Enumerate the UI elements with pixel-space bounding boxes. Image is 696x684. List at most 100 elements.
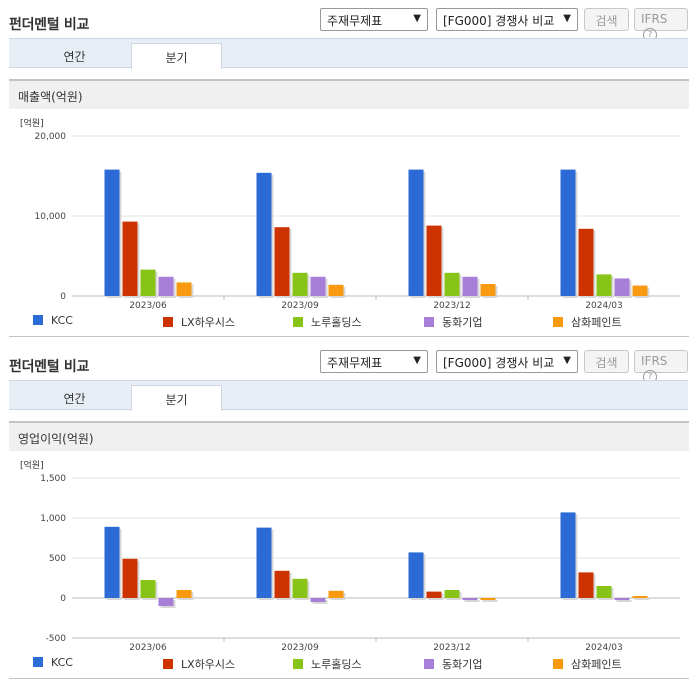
legend-item[interactable]: 삼화페인트 [553, 314, 622, 330]
bar [274, 570, 290, 598]
tab-annual[interactable]: 연간 [29, 43, 120, 69]
legend-label: 삼화페인트 [571, 658, 622, 671]
bar [596, 586, 612, 598]
legend-item[interactable]: 동화기업 [424, 314, 482, 330]
bar [274, 227, 290, 296]
ifrs-label: IFRS [641, 12, 668, 26]
legend-label: KCC [51, 314, 73, 327]
bar [328, 590, 344, 598]
legend-label: 노루홀딩스 [311, 658, 362, 671]
legend-swatch [424, 317, 434, 327]
legend-label: LX하우시스 [181, 658, 236, 671]
legend-item[interactable]: LX하우시스 [163, 656, 235, 672]
x-tick-label: 2024/03 [585, 643, 622, 653]
bar [578, 572, 594, 598]
competitor-select-value: [FG000] 경쟁사 비교 [443, 356, 555, 370]
legend-item[interactable]: KCC [33, 314, 73, 327]
bar [292, 272, 308, 296]
chevron-down-icon: ▼ [563, 355, 571, 366]
bar [292, 578, 308, 598]
legend-item[interactable]: 노루홀딩스 [293, 314, 362, 330]
bar [328, 284, 344, 296]
legend-item[interactable]: LX하우시스 [163, 314, 235, 330]
revenue-chart: [억원] 0 10,000 20,000 2023/06 2023/09 2023/12 20… [20, 117, 680, 311]
statement-select[interactable]: 주재무제표 ▼ [320, 8, 428, 31]
fundamental-panel-revenue: 펀더멘털 비교 주재무제표 ▼ [FG000] 경쟁사 비교 ▼ 검색 IFRS… [0, 0, 696, 337]
operating-profit-chart: [억원] -500 0 500 1,000 1,500 2023/06 2023/09 2023… [20, 459, 680, 653]
tab-quarterly[interactable]: 분기 [131, 43, 222, 69]
bar [104, 169, 120, 296]
ifrs-button[interactable]: IFRS ? [634, 8, 688, 42]
bar [560, 512, 576, 598]
y-tick-label: 20,000 [35, 132, 67, 142]
tab-annual[interactable]: 연간 [29, 385, 120, 411]
bar [104, 526, 120, 598]
chevron-down-icon: ▼ [413, 355, 421, 366]
y-tick-label: 0 [60, 292, 66, 302]
tab-quarterly[interactable]: 분기 [131, 385, 222, 411]
unit-label: [억원] [20, 117, 44, 129]
legend-item[interactable]: 동화기업 [424, 656, 482, 672]
legend-label: 삼화페인트 [571, 316, 622, 329]
panel-title: 펀더멘털 비교 [9, 17, 90, 33]
legend-swatch [33, 657, 43, 667]
x-tick-label: 2023/12 [433, 643, 470, 653]
search-button[interactable]: 검색 [584, 350, 629, 373]
legend-swatch [163, 659, 173, 669]
period-tabs: 연간 분기 [9, 380, 688, 411]
search-button-label: 검색 [595, 356, 618, 370]
ifrs-button[interactable]: IFRS ? [634, 350, 688, 384]
legend-swatch [163, 317, 173, 327]
bar [426, 591, 442, 598]
search-button[interactable]: 검색 [584, 8, 629, 31]
competitor-select[interactable]: [FG000] 경쟁사 비교 ▼ [436, 8, 578, 31]
legend-swatch [33, 315, 43, 325]
bar [176, 590, 192, 598]
chevron-down-icon: ▼ [413, 13, 421, 24]
legend-item[interactable]: KCC [33, 656, 73, 669]
legend-label: 노루홀딩스 [311, 316, 362, 329]
y-tick-label: 10,000 [35, 212, 67, 222]
bar [408, 552, 424, 598]
tab-quarterly-label: 분기 [165, 393, 188, 407]
fundamental-panel-operating: 펀더멘털 비교 주재무제표 ▼ [FG000] 경쟁사 비교 ▼ 검색 IFRS… [0, 342, 696, 679]
panel-header: 펀더멘털 비교 주재무제표 ▼ [FG000] 경쟁사 비교 ▼ 검색 IFRS… [0, 0, 696, 42]
unit-label: [억원] [20, 459, 44, 471]
bar [632, 596, 648, 598]
bar-shadow [482, 600, 498, 602]
legend-swatch [293, 317, 303, 327]
bar [596, 274, 612, 296]
bar [256, 527, 272, 598]
y-tick-label: 500 [49, 554, 66, 564]
bar [480, 284, 496, 296]
bar-shadow [616, 600, 632, 602]
legend-label: LX하우시스 [181, 316, 236, 329]
bar [140, 269, 156, 296]
x-tick-label: 2024/03 [585, 301, 622, 311]
statement-select-value: 주재무제표 [327, 356, 383, 370]
y-tick-label: 1,500 [40, 474, 66, 484]
tab-annual-label: 연간 [63, 50, 86, 64]
legend-item[interactable]: 삼화페인트 [553, 656, 622, 672]
legend-item[interactable]: 노루홀딩스 [293, 656, 362, 672]
bar-shadow [634, 598, 650, 600]
y-tick-label: -500 [46, 634, 67, 644]
tab-annual-label: 연간 [63, 392, 86, 406]
x-tick-label: 2023/12 [433, 301, 470, 311]
y-tick-label: 1,000 [40, 514, 66, 524]
competitor-select-value: [FG000] 경쟁사 비교 [443, 14, 555, 28]
competitor-select[interactable]: [FG000] 경쟁사 비교 ▼ [436, 350, 578, 373]
search-button-label: 검색 [595, 14, 618, 28]
chart-title: 매출액(억원) [18, 90, 83, 104]
chart-section-title: 매출액(억원) [9, 79, 689, 109]
bar [158, 598, 174, 606]
legend-swatch [293, 659, 303, 669]
statement-select-value: 주재무제표 [327, 14, 383, 28]
bar [614, 598, 630, 600]
legend-label: 동화기업 [442, 316, 483, 329]
bar [480, 598, 496, 600]
chart-legend: KCC LX하우시스 노루홀딩스 동화기업 삼화페인트 [0, 314, 696, 332]
statement-select[interactable]: 주재무제표 ▼ [320, 350, 428, 373]
legend-swatch [553, 659, 563, 669]
bar [122, 558, 138, 598]
